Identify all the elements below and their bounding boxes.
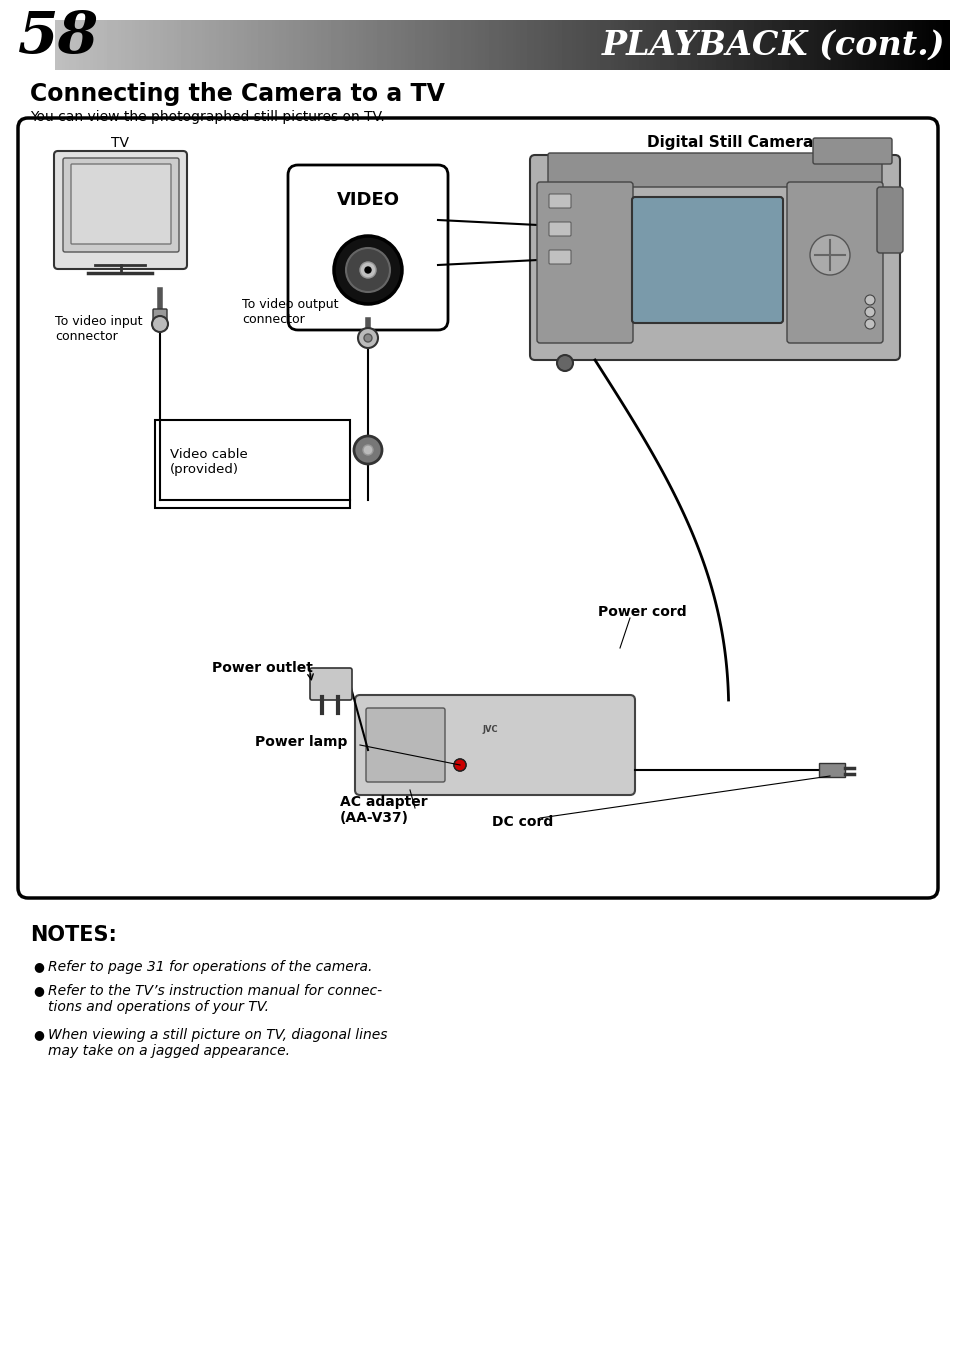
- Text: JVC: JVC: [481, 725, 497, 734]
- Circle shape: [864, 319, 874, 329]
- Text: When viewing a still picture on TV, diagonal lines
may take on a jagged appearan: When viewing a still picture on TV, diag…: [48, 1028, 387, 1059]
- Text: Digital Still Camera: Digital Still Camera: [646, 135, 812, 150]
- FancyBboxPatch shape: [548, 222, 571, 237]
- FancyBboxPatch shape: [63, 158, 179, 251]
- FancyBboxPatch shape: [548, 250, 571, 264]
- Text: ●: ●: [33, 960, 44, 973]
- Text: Refer to the TV’s instruction manual for connec-
tions and operations of your TV: Refer to the TV’s instruction manual for…: [48, 984, 382, 1014]
- Circle shape: [357, 329, 377, 347]
- Circle shape: [454, 758, 465, 771]
- FancyBboxPatch shape: [288, 165, 448, 330]
- Text: Refer to page 31 for operations of the camera.: Refer to page 31 for operations of the c…: [48, 960, 372, 973]
- Circle shape: [346, 247, 390, 292]
- Circle shape: [864, 307, 874, 316]
- FancyBboxPatch shape: [876, 187, 902, 253]
- FancyBboxPatch shape: [18, 118, 937, 898]
- Circle shape: [557, 356, 573, 370]
- FancyBboxPatch shape: [547, 153, 882, 187]
- Circle shape: [334, 237, 401, 304]
- Circle shape: [354, 435, 381, 464]
- Text: Power outlet: Power outlet: [212, 661, 313, 675]
- FancyBboxPatch shape: [812, 138, 891, 164]
- FancyBboxPatch shape: [310, 668, 352, 700]
- Text: Video cable
(provided): Video cable (provided): [170, 448, 248, 476]
- FancyBboxPatch shape: [54, 151, 187, 269]
- Text: VIDEO: VIDEO: [336, 191, 399, 210]
- FancyBboxPatch shape: [355, 695, 635, 795]
- Text: ●: ●: [33, 984, 44, 996]
- FancyBboxPatch shape: [818, 763, 844, 777]
- Text: TV: TV: [111, 137, 129, 150]
- Text: DC cord: DC cord: [492, 815, 553, 829]
- Text: Connecting the Camera to a TV: Connecting the Camera to a TV: [30, 82, 444, 105]
- FancyBboxPatch shape: [537, 183, 633, 343]
- Bar: [154, 420, 350, 508]
- Text: To video output
connector: To video output connector: [242, 297, 338, 326]
- FancyBboxPatch shape: [631, 197, 782, 323]
- Text: You can view the photographed still pictures on TV.: You can view the photographed still pict…: [30, 110, 384, 124]
- Text: AC adapter
(AA-V37): AC adapter (AA-V37): [339, 795, 427, 825]
- Circle shape: [809, 235, 849, 274]
- Text: To video input
connector: To video input connector: [55, 315, 142, 343]
- Circle shape: [363, 445, 373, 456]
- Circle shape: [864, 295, 874, 306]
- Text: NOTES:: NOTES:: [30, 925, 117, 945]
- Circle shape: [365, 266, 371, 273]
- FancyBboxPatch shape: [366, 708, 444, 781]
- Text: 58: 58: [18, 8, 99, 65]
- Text: Power lamp: Power lamp: [254, 735, 347, 749]
- Circle shape: [152, 316, 168, 333]
- Circle shape: [454, 758, 465, 771]
- Circle shape: [359, 262, 375, 279]
- FancyBboxPatch shape: [530, 155, 899, 360]
- FancyBboxPatch shape: [786, 183, 882, 343]
- Text: PLAYBACK (cont.): PLAYBACK (cont.): [601, 28, 944, 62]
- FancyBboxPatch shape: [152, 310, 167, 329]
- Text: Power cord: Power cord: [598, 604, 686, 619]
- FancyBboxPatch shape: [71, 164, 171, 243]
- FancyBboxPatch shape: [548, 193, 571, 208]
- Text: ●: ●: [33, 1028, 44, 1041]
- Circle shape: [364, 334, 372, 342]
